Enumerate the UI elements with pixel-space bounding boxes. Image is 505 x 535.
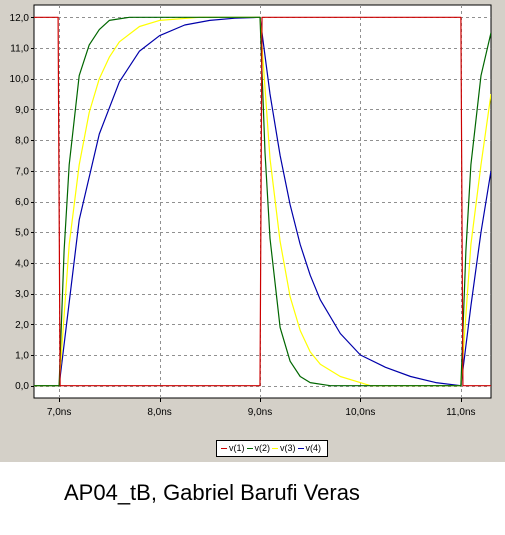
- y-tick-label: 4,0: [15, 258, 29, 269]
- line-chart: 0,0 1,0 2,0 3,0 4,0 5,0 6,0 7,0 8,0 9,0 10,0 11,0 12…: [10, 4, 492, 418]
- series-line-v2: [34, 16, 491, 387]
- y-tick-label: 11,0: [10, 43, 29, 54]
- y-tick-label: 8,0: [15, 136, 29, 147]
- x-tick-label: 11,0ns: [446, 407, 475, 418]
- legend-label-v4: v(4): [305, 443, 322, 453]
- legend-label-v2: v(2): [254, 443, 271, 453]
- y-tick-label: 2,0: [15, 320, 29, 331]
- legend-swatch-v2: [246, 448, 253, 449]
- legend-entry-v2: v(2): [246, 441, 271, 456]
- legend-entry-v3: v(3): [272, 441, 296, 456]
- legend: v(1) v(2) v(3) v(4): [216, 440, 328, 457]
- x-tick-label: 10,0ns: [345, 407, 375, 418]
- x-tick-label: 8,0ns: [147, 407, 171, 418]
- caption: AP04_tB, Gabriel Barufi Veras: [64, 480, 360, 505]
- y-tick-label: 6,0: [15, 197, 29, 208]
- plot-area: [33, 4, 492, 399]
- legend-entry-v1: v(1): [221, 441, 245, 456]
- legend-label-v1: v(1): [229, 443, 245, 453]
- y-tick-label: 0,0: [15, 381, 29, 392]
- x-tick-label: 7,0ns: [47, 407, 71, 418]
- y-tick-label: 7,0: [15, 166, 29, 177]
- series-line-v1: [34, 16, 491, 387]
- legend-label-v3: v(3): [280, 443, 296, 453]
- series-line-v4: [34, 16, 491, 387]
- legend-swatch-v3: [272, 448, 278, 449]
- y-tick-label: 1,0: [15, 351, 29, 362]
- legend-swatch-v1: [221, 448, 227, 449]
- y-tick-label: 3,0: [15, 289, 29, 300]
- chart-window: 0,0 1,0 2,0 3,0 4,0 5,0 6,0 7,0 8,0 9,0 10,0 11,0 12…: [0, 0, 505, 462]
- legend-entry-v4: v(4): [297, 441, 322, 456]
- legend-swatch-v4: [297, 448, 304, 449]
- y-tick-label: 10,0: [10, 74, 30, 85]
- y-tick-label: 9,0: [15, 105, 29, 116]
- y-tick-label: 12,0: [10, 13, 30, 24]
- x-tick-label: 9,0ns: [248, 407, 272, 418]
- y-tick-label: 5,0: [15, 228, 29, 239]
